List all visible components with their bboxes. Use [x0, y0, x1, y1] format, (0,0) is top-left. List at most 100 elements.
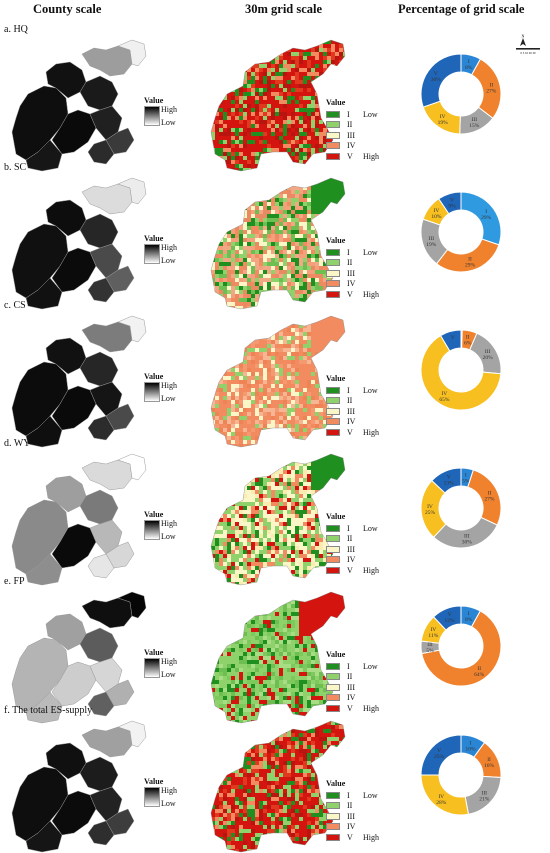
grid-cell	[287, 392, 291, 396]
grid-cell	[299, 250, 303, 254]
grid-cell	[287, 246, 291, 250]
grid-cell	[227, 178, 231, 182]
grid-cell	[319, 250, 323, 254]
grid-cell	[283, 202, 287, 206]
grid-cell	[255, 152, 259, 156]
grid-cell	[247, 312, 251, 316]
grid-cell	[303, 266, 307, 270]
grid-cell	[315, 120, 319, 124]
grid-cell	[255, 312, 259, 316]
grid-cell	[211, 206, 215, 210]
grid-cell	[315, 108, 319, 112]
grid-cell	[279, 582, 283, 586]
grid-cell	[251, 108, 255, 112]
grid-cell	[299, 396, 303, 400]
grid-cell	[295, 444, 299, 448]
grid-cell	[339, 92, 343, 96]
grid-cell	[275, 132, 279, 136]
grid-cell	[235, 222, 239, 226]
legend-swatch	[326, 429, 340, 436]
grid-cell	[231, 194, 235, 198]
grid-cell	[287, 210, 291, 214]
grid-cell	[227, 518, 231, 522]
grid-cell	[295, 522, 299, 526]
grid-cell	[207, 278, 211, 282]
grid-cell	[211, 174, 215, 178]
grid-cell	[279, 164, 283, 168]
grid-cell	[239, 526, 243, 530]
grid-cell	[231, 286, 235, 290]
grid-cell	[319, 436, 323, 440]
grid-cell	[275, 124, 279, 128]
grid-cell	[243, 226, 247, 230]
grid-cell	[215, 52, 219, 56]
grid-cell	[251, 376, 255, 380]
grid-cell	[247, 164, 251, 168]
grid-cell	[235, 120, 239, 124]
grid-cell	[207, 316, 211, 320]
grid-cell	[215, 36, 219, 40]
grid-cell	[251, 324, 255, 328]
grid-cell	[311, 392, 315, 396]
grid-cell	[311, 412, 315, 416]
grid-cell	[239, 104, 243, 108]
grid-cell	[243, 404, 247, 408]
grid-cell	[339, 486, 343, 490]
grid-cell	[287, 546, 291, 550]
grid-cell	[291, 486, 295, 490]
grid-cell	[251, 316, 255, 320]
grid-cell	[231, 506, 235, 510]
legend-swatch	[326, 249, 340, 256]
grid-cell	[251, 222, 255, 226]
grid-cell	[319, 144, 323, 148]
grid-cell	[263, 562, 267, 566]
grid-cell	[295, 360, 299, 364]
grid-cell	[263, 88, 267, 92]
grid-cell	[235, 190, 239, 194]
grid-cell	[239, 108, 243, 112]
grid-cell	[291, 578, 295, 582]
grid-cell	[239, 502, 243, 506]
grid-cell	[235, 440, 239, 444]
grid-cell	[255, 396, 259, 400]
grid-cell	[275, 478, 279, 482]
grid-cell	[247, 282, 251, 286]
grid-cell	[291, 404, 295, 408]
grid-cell	[323, 486, 327, 490]
grid-cell	[303, 44, 307, 48]
grid-cell	[251, 218, 255, 222]
grid-cell	[247, 226, 251, 230]
grid-cell	[327, 360, 331, 364]
grid-cell	[231, 372, 235, 376]
grid-cell	[207, 116, 211, 120]
grid-cell	[259, 262, 263, 266]
grid-cell	[219, 494, 223, 498]
grid-cell	[227, 534, 231, 538]
grid-cell	[315, 302, 319, 306]
grid-cell	[271, 254, 275, 258]
grid-cell	[231, 88, 235, 92]
grid-cell	[263, 84, 267, 88]
grid-cell	[283, 570, 287, 574]
grid-cell	[263, 160, 267, 164]
grid-cell	[327, 302, 331, 306]
grid-cell	[327, 440, 331, 444]
grid-cell	[211, 294, 215, 298]
grid-cell	[339, 578, 343, 582]
grid-cell	[263, 428, 267, 432]
grid-cell	[211, 144, 215, 148]
grid-cell	[327, 182, 331, 186]
grid-cell	[319, 498, 323, 502]
grid-cell	[323, 336, 327, 340]
grid-cell	[271, 156, 275, 160]
grid-cell	[291, 104, 295, 108]
grid-cell	[247, 566, 251, 570]
grid-cell	[271, 132, 275, 136]
grid-cell	[271, 270, 275, 274]
grid-cell	[343, 76, 347, 80]
grid-cell	[243, 202, 247, 206]
grid-cell	[255, 348, 259, 352]
grid-cell	[211, 108, 215, 112]
grid-cell	[283, 352, 287, 356]
legend-class-label: V	[347, 428, 357, 437]
